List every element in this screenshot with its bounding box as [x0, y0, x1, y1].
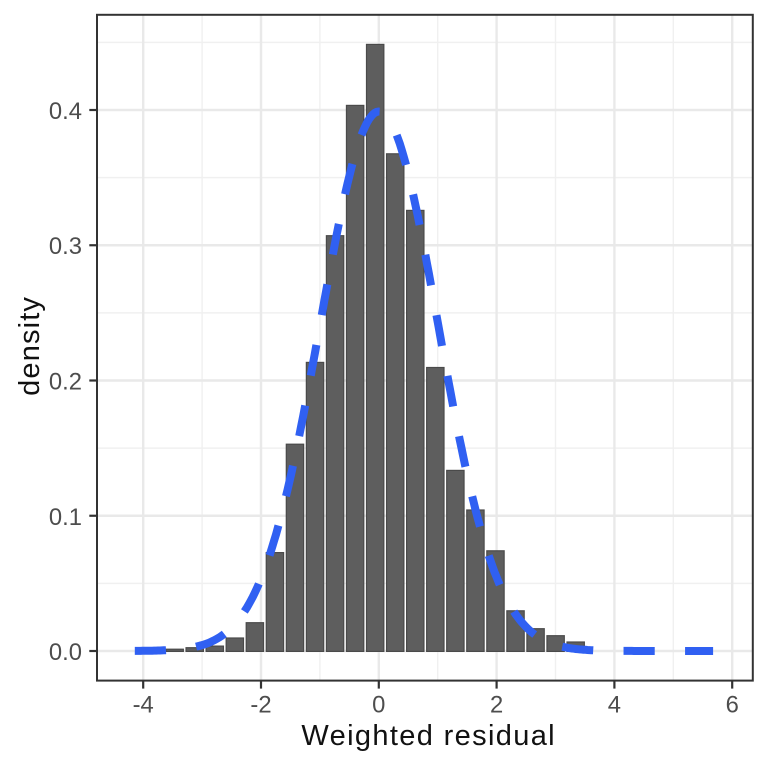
svg-text:0.3: 0.3 [49, 233, 82, 260]
svg-text:0.0: 0.0 [49, 639, 82, 666]
svg-text:0.1: 0.1 [49, 504, 82, 531]
svg-text:0: 0 [372, 691, 385, 718]
svg-text:-4: -4 [133, 691, 154, 718]
svg-text:density: density [14, 296, 46, 396]
svg-text:4: 4 [608, 691, 621, 718]
svg-text:2: 2 [490, 691, 503, 718]
svg-text:0.2: 0.2 [49, 369, 82, 396]
svg-text:-2: -2 [250, 691, 271, 718]
svg-text:Weighted residual: Weighted residual [301, 720, 556, 752]
svg-text:0.4: 0.4 [49, 98, 82, 125]
svg-text:6: 6 [726, 691, 739, 718]
